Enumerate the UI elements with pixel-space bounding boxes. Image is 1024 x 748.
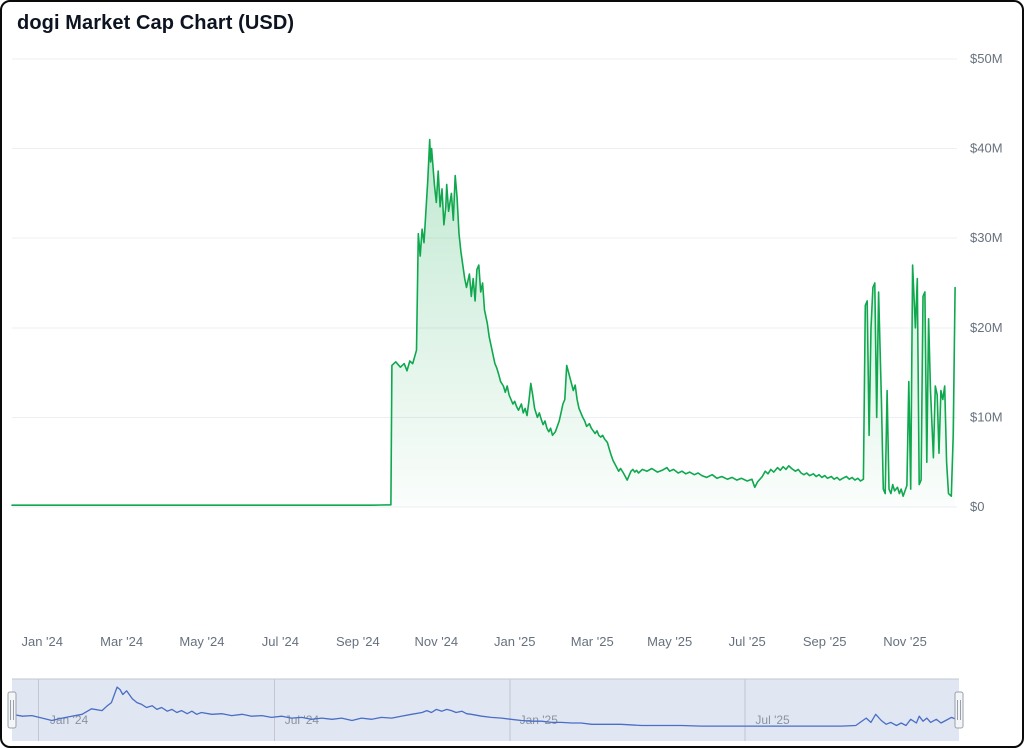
svg-text:Jan '24: Jan '24	[50, 713, 89, 727]
svg-text:Nov '25: Nov '25	[883, 634, 927, 649]
svg-text:$10M: $10M	[970, 409, 1003, 424]
svg-text:Nov '24: Nov '24	[414, 634, 458, 649]
market-cap-chart[interactable]: $0 $10M $20M $30M $40M $50M Jan '24 Mar '24 May …	[2, 2, 1024, 662]
svg-text:$30M: $30M	[970, 230, 1003, 245]
svg-text:Jan '24: Jan '24	[21, 634, 63, 649]
svg-text:$50M: $50M	[970, 51, 1003, 66]
svg-text:Jul '25: Jul '25	[755, 713, 790, 727]
navigator-left-handle[interactable]	[7, 691, 17, 729]
svg-text:Jan '25: Jan '25	[494, 634, 536, 649]
navigator-mask[interactable]	[12, 679, 959, 741]
svg-text:Jul '25: Jul '25	[729, 634, 766, 649]
series-line	[11, 138, 956, 506]
series-area-fill	[12, 139, 956, 507]
svg-text:Jan '25: Jan '25	[520, 713, 559, 727]
range-navigator[interactable]: Jan '24 Jul '24 Jan '25 Jul '25	[2, 662, 1024, 748]
svg-text:Jul '24: Jul '24	[262, 634, 299, 649]
svg-text:Sep '25: Sep '25	[803, 634, 847, 649]
x-axis-labels: Jan '24 Mar '24 May '24 Jul '24 Sep '24 Nov '…	[21, 634, 926, 649]
svg-text:Sep '24: Sep '24	[336, 634, 380, 649]
page-title: dogi Market Cap Chart (USD)	[17, 12, 295, 34]
navigator-right-handle[interactable]	[954, 691, 964, 729]
market-cap-series	[11, 138, 956, 507]
svg-text:$0: $0	[970, 499, 984, 514]
svg-text:Mar '24: Mar '24	[100, 634, 143, 649]
navigator-gridlines	[38, 679, 746, 741]
svg-text:May '24: May '24	[179, 634, 224, 649]
svg-text:$20M: $20M	[970, 320, 1003, 335]
svg-text:Mar '25: Mar '25	[571, 634, 614, 649]
svg-text:$40M: $40M	[970, 141, 1003, 156]
svg-text:May '25: May '25	[647, 634, 692, 649]
navigator-axis-labels: Jan '24 Jul '24 Jan '25 Jul '25	[50, 713, 790, 727]
navigator-series-line	[11, 686, 957, 727]
y-axis-labels: $0 $10M $20M $30M $40M $50M	[970, 51, 1003, 514]
svg-text:Jul '24: Jul '24	[285, 713, 320, 727]
